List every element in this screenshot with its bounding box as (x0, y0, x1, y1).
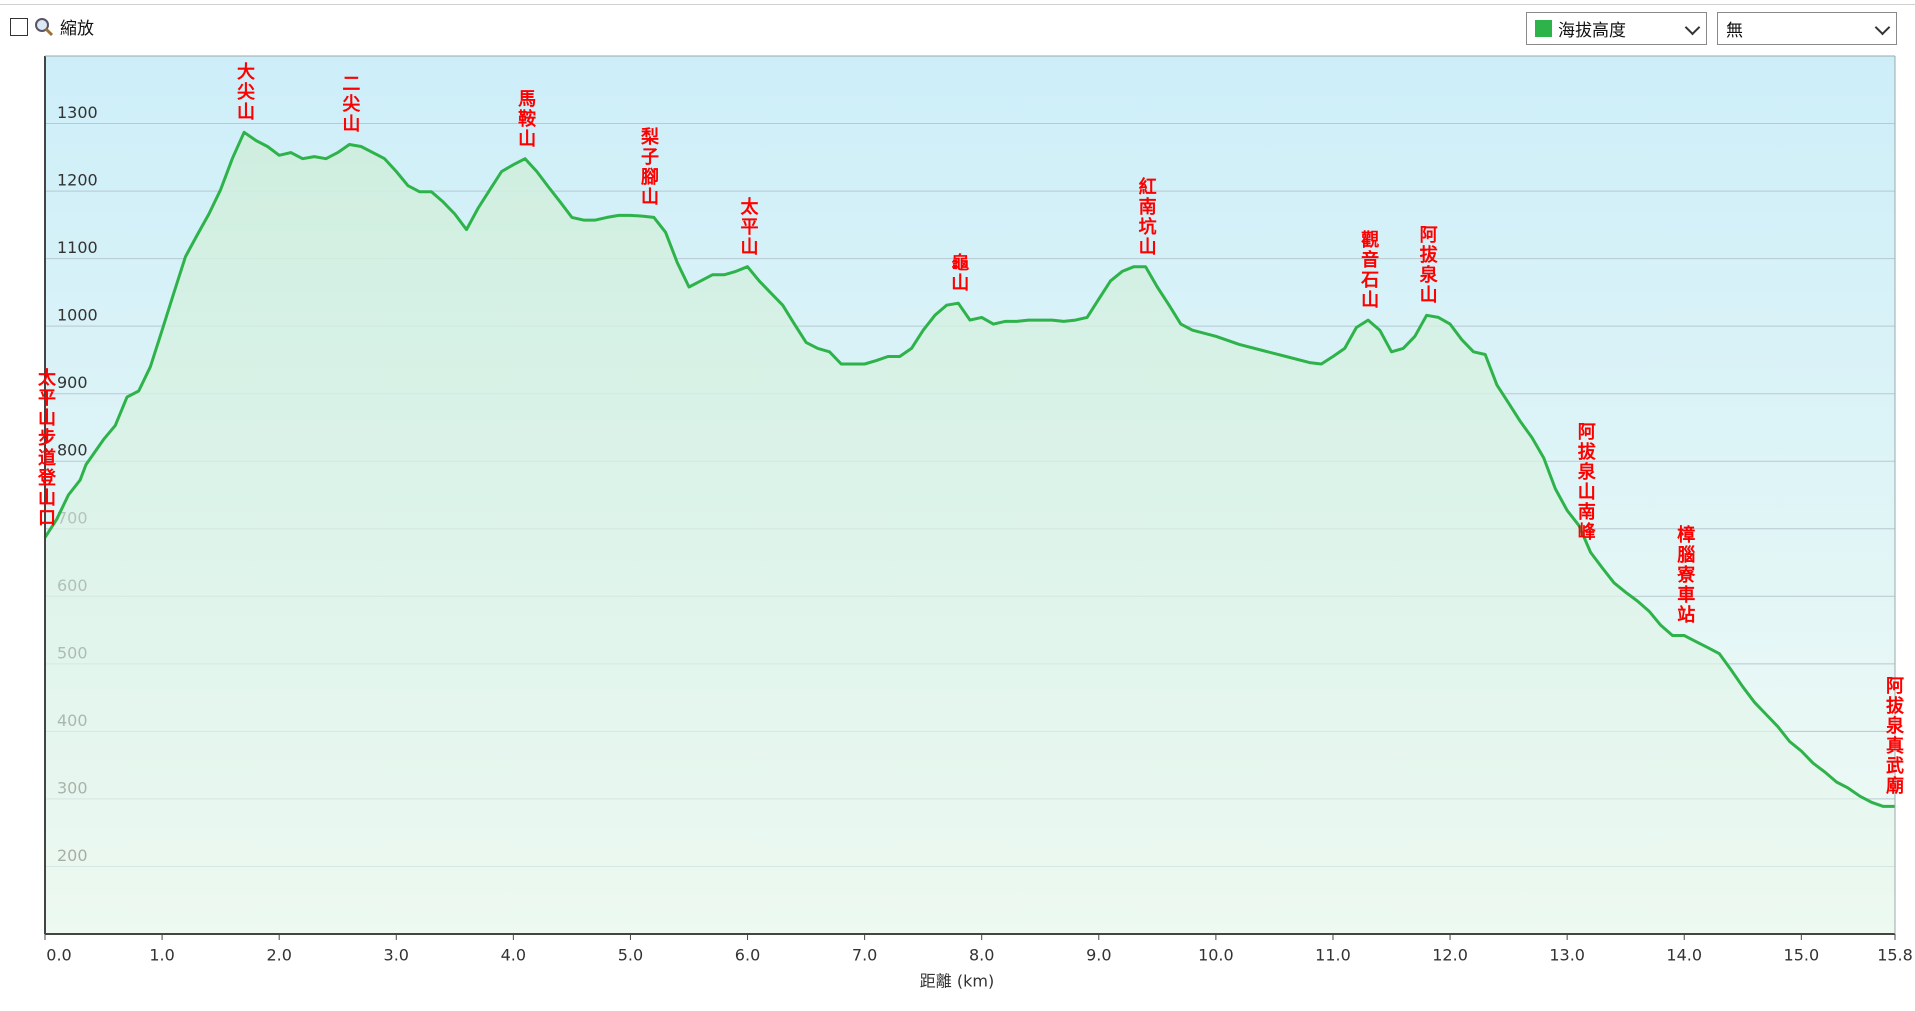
peak-label: 馬鞍山 (515, 88, 537, 149)
compare-select[interactable]: 無 (1717, 12, 1897, 45)
checkbox[interactable] (10, 17, 28, 36)
peak-label: 阿拔泉山南峰 (1574, 422, 1596, 543)
zoom-label: 縮放 (60, 19, 94, 39)
peak-label: 梨子腳山 (638, 127, 659, 208)
series-select-text: 海拔高度 (1558, 21, 1626, 41)
peak-label: 阿拔泉山 (1416, 225, 1438, 306)
series-swatch (1535, 20, 1552, 37)
peak-label: 太平山步道登山口 (35, 367, 56, 528)
peak-label: 阿拔泉真武廟 (1883, 676, 1904, 797)
tab-strip (0, 0, 1915, 5)
peak-label: 樟腦寮車站 (1674, 525, 1696, 626)
zoom-toggle[interactable]: 縮放 (10, 14, 94, 39)
peak-label: 太平山 (737, 196, 759, 257)
series-select[interactable]: 海拔高度 (1526, 12, 1707, 45)
peak-label: 二尖山 (339, 74, 361, 135)
compare-select-text: 無 (1726, 21, 1743, 41)
peak-label: 大尖山 (234, 62, 256, 123)
peak-label: 紅南坑山 (1135, 176, 1157, 257)
magnifier-icon (35, 17, 54, 36)
peak-label: 龜山 (948, 253, 970, 294)
peak-label: 觀音石山 (1358, 230, 1380, 311)
